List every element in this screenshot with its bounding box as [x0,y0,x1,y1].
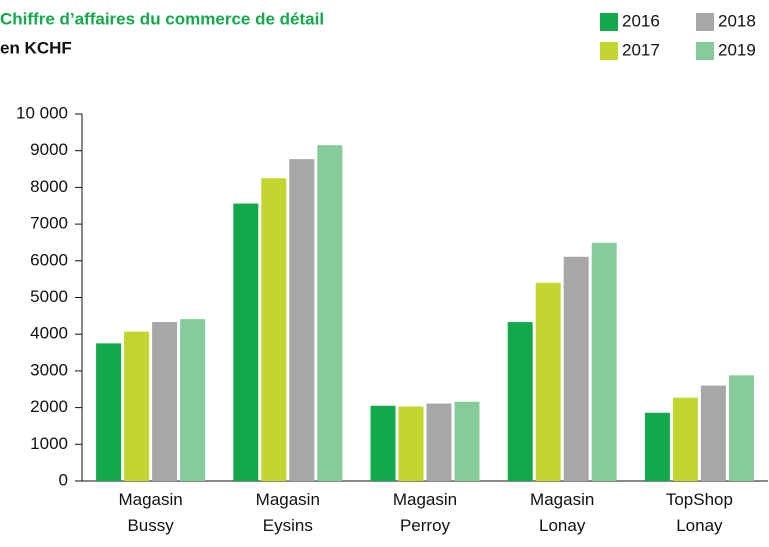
legend-swatch [600,42,618,60]
bar [672,397,698,481]
bar [728,375,754,481]
bar [700,385,726,481]
y-tick-label: 9000 [30,140,68,159]
bar [454,401,480,481]
bar [426,403,452,481]
legend-swatch [696,42,714,60]
bar [644,412,670,481]
chart-subtitle: en KCHF [0,38,72,57]
y-tick-label: 10 000 [16,103,68,122]
bar [289,159,315,482]
y-tick-label: 4000 [30,324,68,343]
bar [180,319,206,481]
bar [124,331,150,481]
bar [261,178,287,481]
bar [398,406,424,481]
bar [563,256,589,481]
bar [535,282,561,481]
bar [507,322,533,481]
y-tick-label: 2000 [30,397,68,416]
y-tick-label: 1000 [30,434,68,453]
x-tick-label: Magasin Bussy [118,490,183,535]
y-tick-label: 6000 [30,250,68,269]
x-tick-label: TopShop Lonay [665,490,733,535]
y-tick-label: 7000 [30,214,68,233]
bar [591,242,617,481]
bar [370,405,396,481]
chart-title: Chiffre d’affaires du commerce de détail [0,9,324,28]
legend-swatch [600,13,618,31]
bar [317,145,343,481]
y-tick-label: 0 [59,470,68,489]
y-tick-label: 8000 [30,177,68,196]
legend-label: 2017 [622,40,660,59]
bar [152,322,178,481]
y-tick-label: 3000 [30,360,68,379]
bar [233,203,259,481]
x-tick-label: Magasin Perroy [392,490,458,535]
x-tick-label: Magasin Lonay [530,490,595,535]
y-tick-label: 5000 [30,287,68,306]
legend-label: 2019 [718,40,756,59]
legend-label: 2016 [622,11,660,30]
bar [96,343,122,481]
legend-swatch [696,13,714,31]
x-tick-label: Magasin Eysins [255,490,320,535]
legend-label: 2018 [718,11,756,30]
